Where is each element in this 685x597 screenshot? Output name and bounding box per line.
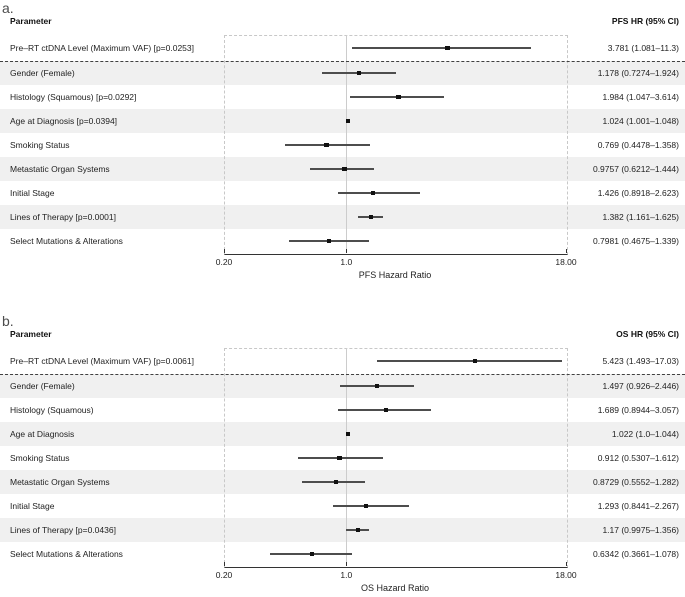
ci-line <box>337 192 420 194</box>
row-label: Lines of Therapy [p=0.0001] <box>10 212 116 222</box>
panel-b-label: b. <box>2 313 14 329</box>
row-value: 1.497 (0.926–2.446) <box>602 381 679 391</box>
row-value: 1.984 (1.047–3.614) <box>602 92 679 102</box>
ci-marker <box>368 214 374 220</box>
row-band <box>0 422 685 446</box>
row-value: 3.781 (1.081–11.3) <box>607 43 679 53</box>
row-label: Gender (Female) <box>10 68 75 78</box>
first-row-separator <box>0 61 685 62</box>
row-band <box>0 518 685 542</box>
reference-line <box>346 348 348 566</box>
pfs-axis-title: PFS Hazard Ratio <box>358 270 432 280</box>
row-label: Pre–RT ctDNA Level (Maximum VAF) [p=0.02… <box>10 43 195 53</box>
row-band <box>0 109 685 133</box>
row-label: Smoking Status <box>10 453 70 463</box>
row-value: 0.769 (0.4478–1.358) <box>597 140 679 150</box>
row-value: 1.022 (1.0–1.044) <box>611 429 679 439</box>
ci-marker <box>383 407 389 413</box>
ci-marker <box>326 238 332 244</box>
os-axis-title: OS Hazard Ratio <box>360 583 430 593</box>
ci-marker <box>337 455 342 461</box>
panel-os: b. Parameter OS HR (95% CI) OS Hazard Ra… <box>0 313 685 597</box>
row-label: Age at Diagnosis <box>10 429 75 439</box>
row-label: Smoking Status <box>10 140 70 150</box>
os-hr-column-header: OS HR (95% CI) <box>616 329 679 339</box>
row-label: Metastatic Organ Systems <box>10 164 110 174</box>
ci-marker <box>342 166 347 172</box>
ci-marker <box>324 142 329 148</box>
row-value: 1.17 (0.9975–1.356) <box>602 525 679 535</box>
panel-a-label: a. <box>2 0 14 16</box>
row-value: 1.382 (1.161–1.625) <box>602 212 679 222</box>
row-label: Histology (Squamous) [p=0.0292] <box>10 92 137 102</box>
ci-marker <box>445 45 450 51</box>
row-value: 0.912 (0.5307–1.612) <box>597 453 679 463</box>
row-label: Histology (Squamous) <box>10 405 94 415</box>
row-value: 5.423 (1.493–17.03) <box>602 356 679 366</box>
ci-line <box>301 481 366 483</box>
ci-marker <box>333 479 339 485</box>
os-parameter-column-header: Parameter <box>10 329 52 339</box>
ci-marker <box>356 70 361 76</box>
row-value: 0.9757 (0.6212–1.444) <box>592 164 679 174</box>
ci-marker <box>374 383 380 389</box>
ci-marker <box>356 527 361 533</box>
plot-area <box>224 35 568 255</box>
axis-tick-label: 18.00 <box>555 570 577 580</box>
reference-line <box>346 35 348 253</box>
axis-tick-label: 0.20 <box>215 570 233 580</box>
axis-tick <box>224 249 225 253</box>
first-row-separator <box>0 374 685 375</box>
ci-line <box>310 168 375 170</box>
axis-tick <box>566 562 567 566</box>
row-label: Age at Diagnosis [p=0.0394] <box>10 116 118 126</box>
row-value: 1.024 (1.001–1.048) <box>602 116 679 126</box>
axis-tick-label: 1.0 <box>340 570 353 580</box>
row-label: Select Mutations & Alterations <box>10 236 123 246</box>
row-value: 0.6342 (0.3661–1.078) <box>592 549 679 559</box>
axis-tick-label: 1.0 <box>340 257 353 267</box>
axis-tick <box>224 562 225 566</box>
row-value: 1.293 (0.8441–2.267) <box>597 501 679 511</box>
axis-tick <box>346 562 348 566</box>
ci-marker <box>472 358 477 364</box>
row-value: 1.178 (0.7274–1.924) <box>597 68 679 78</box>
row-label: Gender (Female) <box>10 381 75 391</box>
row-label: Initial Stage <box>10 501 55 511</box>
ci-marker <box>371 190 376 196</box>
ci-marker <box>309 551 314 557</box>
row-label: Pre–RT ctDNA Level (Maximum VAF) [p=0.00… <box>10 356 195 366</box>
panel-pfs: a. Parameter PFS HR (95% CI) PFS Hazard … <box>0 0 685 297</box>
row-band <box>0 205 685 229</box>
row-label: Select Mutations & Alterations <box>10 549 123 559</box>
axis-tick <box>566 249 567 253</box>
row-value: 0.8729 (0.5552–1.282) <box>592 477 679 487</box>
row-label: Metastatic Organ Systems <box>10 477 110 487</box>
pfs-hr-column-header: PFS HR (95% CI) <box>611 16 679 26</box>
ci-marker <box>345 118 351 124</box>
plot-area <box>224 348 568 568</box>
axis-tick <box>346 249 348 253</box>
ci-line <box>376 360 562 362</box>
axis-tick-label: 0.20 <box>215 257 233 267</box>
axis-tick-label: 18.00 <box>555 257 577 267</box>
ci-line <box>333 505 409 507</box>
row-label: Initial Stage <box>10 188 55 198</box>
row-value: 0.7981 (0.4675–1.339) <box>592 236 679 246</box>
ci-marker <box>345 431 351 437</box>
row-label: Lines of Therapy [p=0.0436] <box>10 525 116 535</box>
ci-marker <box>396 94 401 100</box>
ci-line <box>352 47 531 49</box>
ci-marker <box>363 503 369 509</box>
row-value: 1.426 (0.8918–2.623) <box>597 188 679 198</box>
pfs-parameter-column-header: Parameter <box>10 16 52 26</box>
row-value: 1.689 (0.8944–3.057) <box>597 405 679 415</box>
